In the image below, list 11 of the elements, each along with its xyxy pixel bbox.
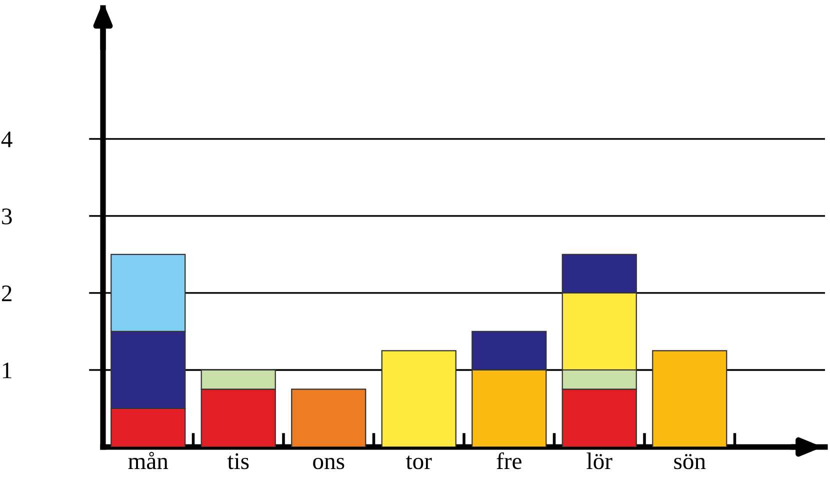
x-tick-label: fre bbox=[496, 452, 522, 470]
x-tick-label: tor bbox=[406, 456, 432, 470]
y-tick-label: 2 bbox=[2, 286, 12, 302]
y-tick-label: 1 bbox=[2, 362, 12, 378]
x-tick-label: sön bbox=[674, 454, 706, 470]
y-tick-label: 3 bbox=[2, 208, 12, 224]
x-tick-label: tis bbox=[227, 453, 249, 470]
x-tick-label: mån bbox=[128, 452, 168, 470]
x-tick-label: lör bbox=[586, 452, 612, 470]
y-tick-label: 4 bbox=[1, 132, 12, 148]
x-tick-label: ons bbox=[313, 458, 344, 470]
